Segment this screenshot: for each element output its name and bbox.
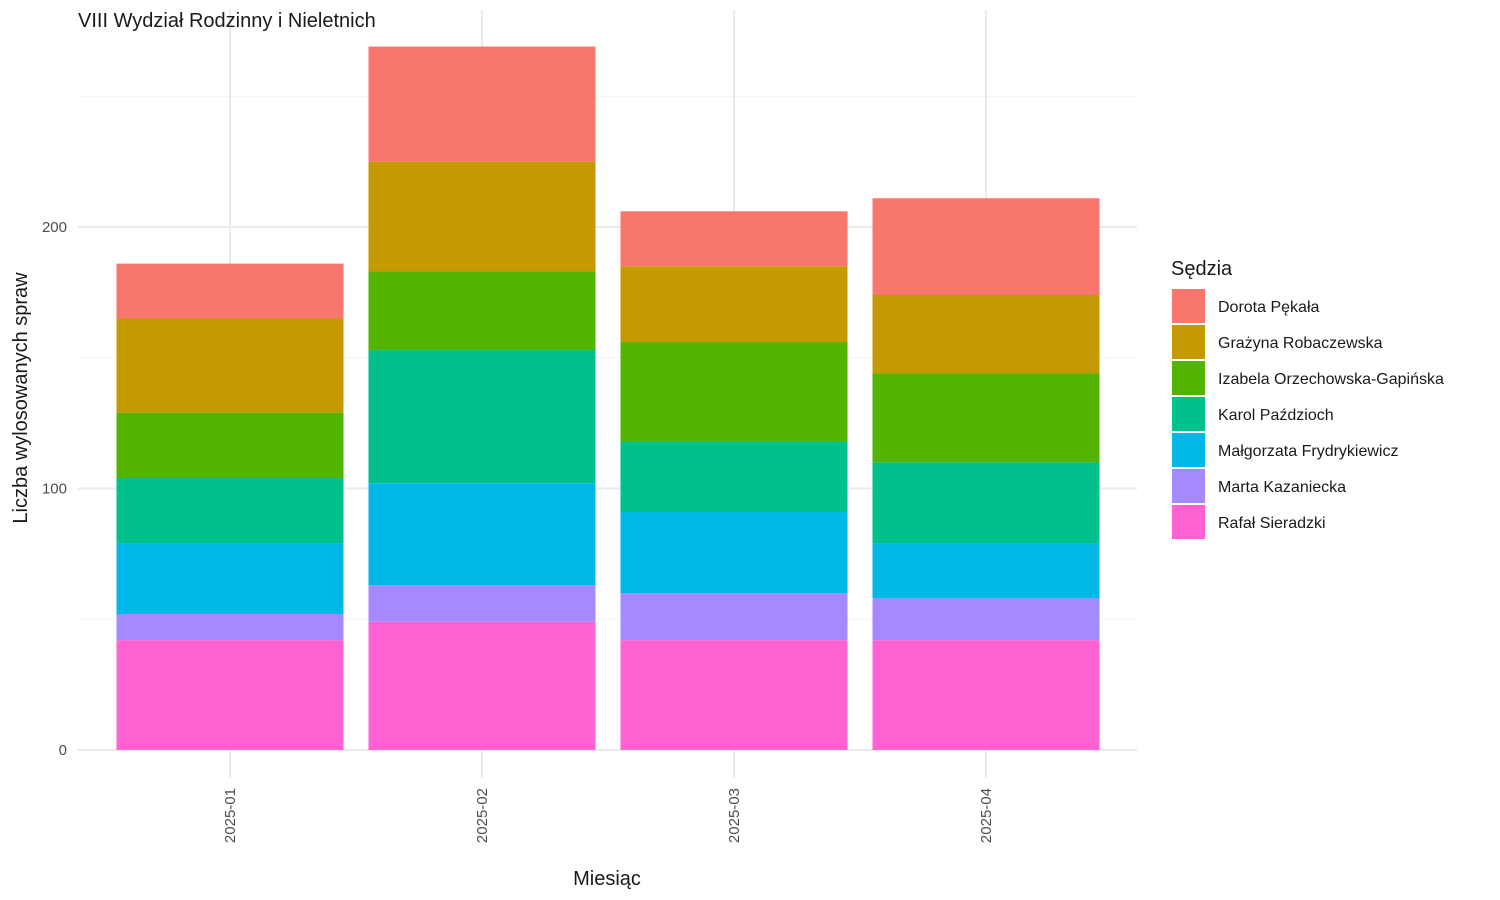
bar-2025-01-izabela-orzechowska-gapinska [116, 412, 344, 479]
bar-2025-03-karol-pazdzioch [620, 441, 848, 513]
legend-label-rafal-sieradzki: Rafał Sieradzki [1218, 515, 1326, 532]
bar-2025-03-izabela-orzechowska-gapinska [620, 342, 848, 442]
x-tick-label: 2025-01 [222, 788, 239, 843]
bar-2025-04-izabela-orzechowska-gapinska [872, 373, 1100, 463]
x-axis-ticks: 2025-01 2025-02 2025-03 2025-04 [222, 788, 995, 843]
bar-2025-03-rafal-sieradzki [620, 640, 848, 750]
bars [116, 46, 1100, 750]
y-axis-title: Liczba wylosowanych spraw [10, 272, 32, 524]
legend-label-dorota-pekala: Dorota Pękała [1218, 299, 1319, 316]
legend-swatch-izabela-orzechowska-gapinska [1172, 361, 1205, 395]
bar-2025-04-dorota-pekala [872, 198, 1100, 295]
legend-swatch-marta-kazaniecka [1172, 469, 1205, 503]
y-tick-label: 200 [42, 219, 67, 236]
legend-swatch-malgorzata-frydrykiewicz [1172, 433, 1205, 467]
bar-2025-04-grazyna-robaczewska [872, 294, 1100, 374]
y-tick-label: 0 [59, 742, 67, 759]
legend-swatch-dorota-pekala [1172, 289, 1205, 323]
bar-2025-04-malgorzata-frydrykiewicz [872, 543, 1100, 599]
bar-2025-02-rafal-sieradzki [368, 621, 596, 750]
legend-swatch-karol-pazdzioch [1172, 397, 1205, 431]
bar-2025-01-dorota-pekala [116, 263, 344, 319]
y-axis-ticks: 0 100 200 [42, 219, 67, 759]
legend-title: Sędzia [1171, 258, 1233, 280]
bar-2025-02-izabela-orzechowska-gapinska [368, 271, 596, 350]
legend-swatch-grazyna-robaczewska [1172, 325, 1205, 359]
chart-title: VIII Wydział Rodzinny i Nieletnich [78, 10, 376, 32]
bar-2025-02-dorota-pekala [368, 46, 596, 162]
legend-swatch-rafal-sieradzki [1172, 505, 1205, 539]
bar-2025-02-marta-kazaniecka [368, 585, 596, 622]
y-tick-label: 100 [42, 481, 67, 498]
legend-label-marta-kazaniecka: Marta Kazaniecka [1218, 479, 1346, 496]
bar-2025-03-malgorzata-frydrykiewicz [620, 512, 848, 594]
bar-2025-04-karol-pazdzioch [872, 462, 1100, 544]
x-tick-label: 2025-02 [474, 788, 491, 843]
legend: Sędzia Dorota Pękała Grażyna Robaczewska I… [1171, 258, 1444, 539]
bar-2025-04-marta-kazaniecka [872, 598, 1100, 641]
legend-label-karol-pazdzioch: Karol Paździoch [1218, 407, 1334, 424]
bar-2025-01-karol-pazdzioch [116, 478, 344, 544]
bar-2025-04-rafal-sieradzki [872, 640, 1100, 750]
legend-label-grazyna-robaczewska: Grażyna Robaczewska [1218, 335, 1383, 352]
legend-label-malgorzata-frydrykiewicz: Małgorzata Frydrykiewicz [1218, 443, 1398, 460]
legend-label-izabela-orzechowska-gapinska: Izabela Orzechowska-Gapińska [1218, 371, 1444, 388]
bar-2025-02-grazyna-robaczewska [368, 161, 596, 272]
x-tick-label: 2025-04 [978, 788, 995, 843]
bar-2025-01-marta-kazaniecka [116, 614, 344, 641]
bar-2025-03-grazyna-robaczewska [620, 266, 848, 343]
x-tick-label: 2025-03 [726, 788, 743, 843]
bar-2025-02-karol-pazdzioch [368, 349, 596, 484]
x-axis-title: Miesiąc [573, 868, 641, 890]
bar-2025-03-marta-kazaniecka [620, 593, 848, 641]
bar-2025-01-malgorzata-frydrykiewicz [116, 543, 344, 615]
bar-2025-01-grazyna-robaczewska [116, 318, 344, 413]
bar-2025-01-rafal-sieradzki [116, 640, 344, 750]
bar-2025-03-dorota-pekala [620, 211, 848, 267]
bar-2025-02-malgorzata-frydrykiewicz [368, 483, 596, 586]
